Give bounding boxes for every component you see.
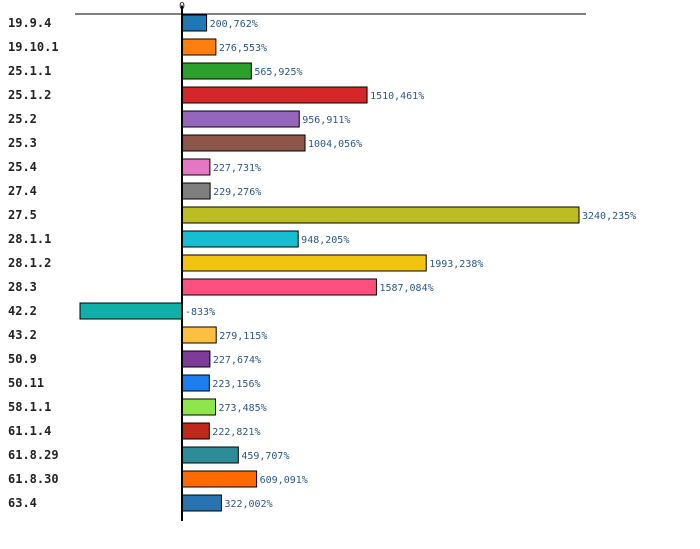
category-label: 25.4 [8, 160, 37, 174]
bar [181, 62, 252, 80]
category-label: 63.4 [8, 496, 37, 510]
bar [181, 230, 299, 248]
category-label: 61.1.4 [8, 424, 51, 438]
value-label: 3240,235% [582, 211, 636, 222]
value-label: 948,205% [301, 235, 349, 246]
bar [79, 302, 183, 320]
category-label: 43.2 [8, 328, 37, 342]
bar [181, 470, 258, 488]
category-label: 25.2 [8, 112, 37, 126]
bar [181, 422, 210, 440]
category-label: 25.3 [8, 136, 37, 150]
value-label: 1587,084% [379, 283, 433, 294]
category-label: 50.11 [8, 376, 44, 390]
bar [181, 38, 217, 56]
category-label: 19.9.4 [8, 16, 51, 30]
bar [181, 374, 210, 392]
bar [181, 14, 208, 32]
category-label: 19.10.1 [8, 40, 59, 54]
value-label: 1004,056% [308, 139, 362, 150]
bar [181, 326, 217, 344]
bar [181, 254, 427, 272]
value-label: 322,002% [224, 499, 272, 510]
value-label: 273,485% [219, 403, 267, 414]
value-label: 227,674% [213, 355, 261, 366]
bar [181, 398, 217, 416]
bar [181, 158, 211, 176]
value-label: -833% [185, 307, 215, 318]
category-label: 28.1.1 [8, 232, 51, 246]
bars-group: 19.9.4 200,762% 19.10.1 276,553% 25.1.1 565,9… [8, 14, 636, 512]
bar [181, 278, 377, 296]
value-label: 279,115% [219, 331, 267, 342]
category-label: 61.8.29 [8, 448, 59, 462]
value-label: 227,731% [213, 163, 261, 174]
bar [181, 350, 211, 368]
value-label: 276,553% [219, 43, 267, 54]
category-label: 27.5 [8, 208, 37, 222]
bar [181, 134, 306, 152]
value-label: 223,156% [212, 379, 260, 390]
value-label: 459,707% [241, 451, 289, 462]
bar [181, 110, 300, 128]
category-label: 50.9 [8, 352, 37, 366]
value-label: 956,911% [302, 115, 350, 126]
category-label: 27.4 [8, 184, 37, 198]
value-label: 565,925% [254, 67, 302, 78]
bar [181, 206, 580, 224]
category-label: 25.1.2 [8, 88, 51, 102]
bar [181, 86, 368, 104]
category-label: 28.3 [8, 280, 37, 294]
bar [181, 446, 239, 464]
value-label: 1510,461% [370, 91, 424, 102]
category-label: 61.8.30 [8, 472, 59, 486]
value-label: 609,091% [260, 475, 308, 486]
bar [181, 182, 211, 200]
category-label: 58.1.1 [8, 400, 51, 414]
value-label: 1993,238% [429, 259, 483, 270]
category-label: 28.1.2 [8, 256, 51, 270]
bar [181, 494, 222, 512]
category-label: 25.1.1 [8, 64, 51, 78]
value-label: 200,762% [210, 19, 258, 30]
value-label: 229,276% [213, 187, 261, 198]
value-label: 222,821% [212, 427, 260, 438]
category-label: 42.2 [8, 304, 37, 318]
